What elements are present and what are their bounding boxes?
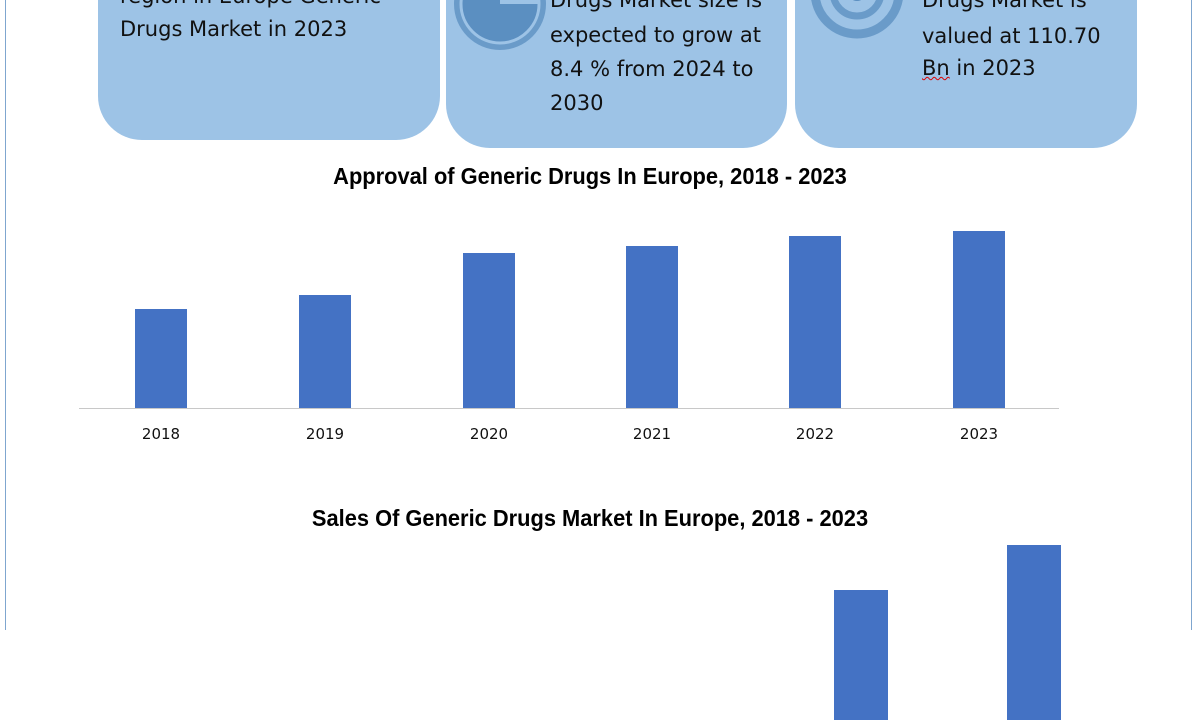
bar-2023	[953, 231, 1005, 408]
stat-card-value: Drugs Market is valued at 110.70 Bn in 2…	[795, 0, 1137, 148]
bar-2022	[834, 590, 888, 720]
x-tick-label: 2019	[305, 425, 345, 443]
x-tick-label: 2022	[795, 425, 835, 443]
stat-card-region: region in Europe Generic Drugs Market in…	[98, 0, 440, 140]
bar-2019	[299, 295, 351, 408]
x-tick-label: 2021	[632, 425, 672, 443]
card-line: 8.4 % from 2024 to	[550, 57, 754, 81]
card-line: Drugs Market size is	[550, 0, 763, 12]
x-tick-label: 2023	[959, 425, 999, 443]
x-tick-label: 2018	[141, 425, 181, 443]
infographic-frame	[5, 0, 1192, 630]
card-line: Drugs Market in 2023	[120, 17, 348, 41]
bar-2021	[626, 246, 678, 408]
chart-title-approvals: Approval of Generic Drugs In Europe, 201…	[333, 163, 847, 189]
card-line: region in Europe Generic	[120, 0, 381, 13]
bar-2022	[789, 236, 841, 408]
card-line: expected to grow at	[550, 23, 761, 47]
chart-title-sales: Sales Of Generic Drugs Market In Europe,…	[311, 505, 869, 531]
pie-chart-icon	[454, 0, 546, 50]
x-axis-line	[79, 408, 1059, 409]
card-line: Drugs Market is	[922, 0, 1087, 12]
target-icon	[811, 0, 903, 39]
bar-2023	[1007, 545, 1061, 720]
card-word: Bn	[922, 56, 950, 80]
bar-2018	[135, 309, 187, 408]
card-line: valued at 110.70	[922, 24, 1101, 48]
card-line: 2030	[550, 91, 604, 115]
card-word: in 2023	[949, 56, 1036, 80]
bar-2020	[463, 253, 515, 408]
x-tick-label: 2020	[469, 425, 509, 443]
stat-card-growth: Drugs Market size is expected to grow at…	[446, 0, 787, 148]
card-line: Bn in 2023	[922, 52, 1036, 85]
